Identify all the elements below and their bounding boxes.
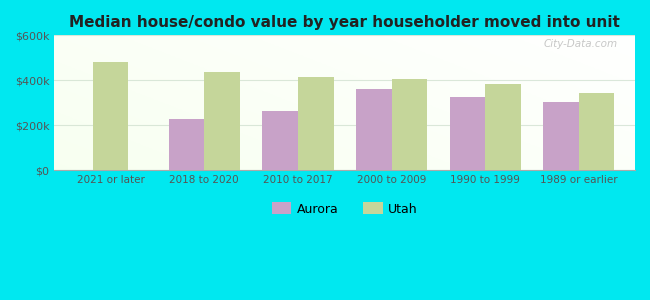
Text: City-Data.com: City-Data.com: [543, 39, 618, 50]
Bar: [356, 89, 391, 170]
Bar: [450, 97, 485, 170]
Bar: [263, 111, 298, 170]
Legend: Aurora, Utah: Aurora, Utah: [266, 198, 423, 220]
Bar: [485, 84, 521, 170]
Bar: [204, 72, 240, 170]
Bar: [391, 79, 427, 170]
Bar: [543, 102, 578, 170]
Bar: [93, 62, 129, 170]
Title: Median house/condo value by year householder moved into unit: Median house/condo value by year househo…: [70, 15, 620, 30]
Bar: [169, 118, 204, 170]
Bar: [298, 77, 333, 170]
Bar: [578, 93, 614, 170]
